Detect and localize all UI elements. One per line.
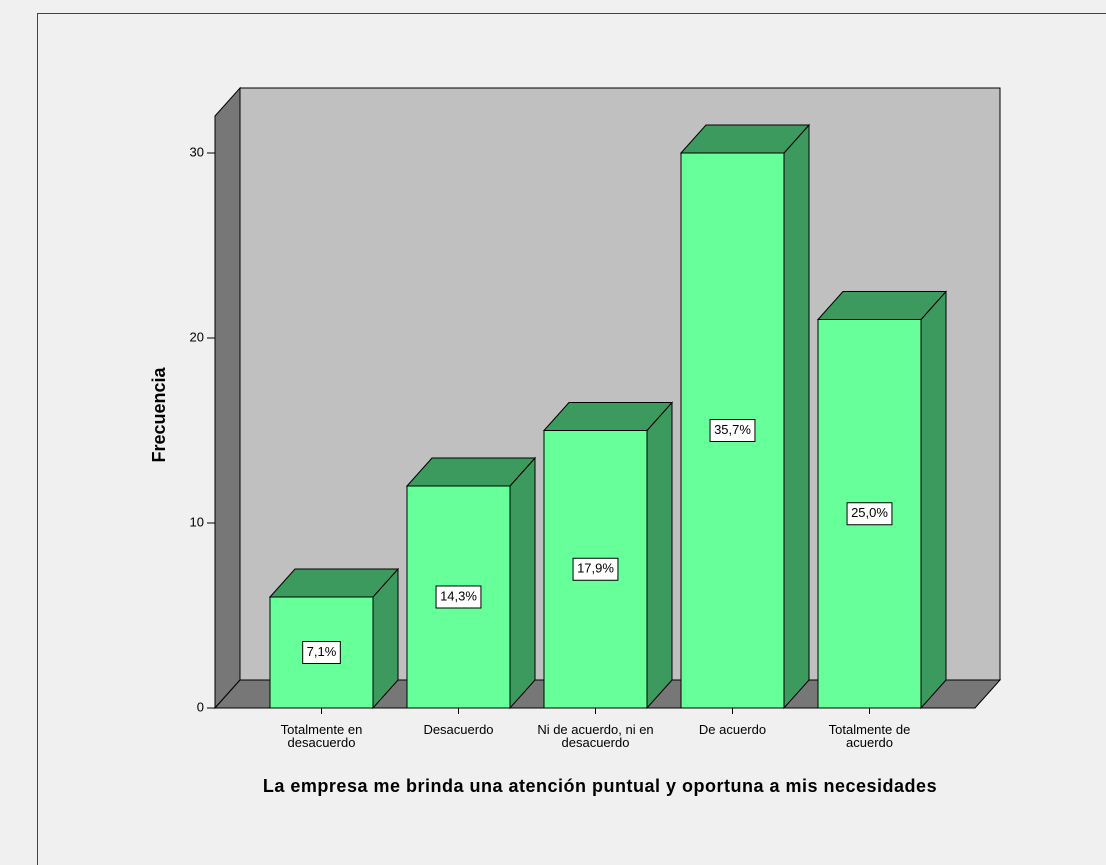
bar-side [783, 123, 810, 710]
side-wall [214, 86, 241, 710]
chart-title: La empresa me brinda una atención puntua… [262, 776, 938, 796]
value-label-box [435, 585, 482, 609]
value-label: 14,3% [440, 588, 477, 603]
y-tick-label: 10 [190, 514, 204, 529]
value-label-box [709, 419, 756, 442]
value-label: 17,9% [577, 561, 614, 576]
value-label-box [572, 557, 619, 581]
x-tick-label: Ni de acuerdo, ni en desacuerdo [537, 722, 654, 750]
x-tick-label: De acuerdo [698, 722, 767, 737]
bar-side [646, 401, 673, 710]
bar-side [509, 456, 536, 710]
x-tick-label: Desacuerdo [423, 722, 494, 737]
y-tick-label: 0 [197, 699, 204, 714]
value-label-box [302, 641, 341, 664]
x-tick-label: Totalmente en desacuerdo [280, 722, 363, 750]
x-tick-label: Totalmente de acuerdo [828, 722, 911, 750]
value-label-box [846, 502, 893, 526]
y-axis-label: Frecuencia [149, 366, 169, 462]
value-label: 25,0% [851, 505, 888, 520]
y-tick-label: 20 [190, 329, 204, 344]
y-tick-label: 30 [190, 144, 204, 159]
bar-side [920, 290, 947, 710]
value-label: 7,1% [307, 644, 337, 659]
value-label: 35,7% [714, 422, 751, 437]
